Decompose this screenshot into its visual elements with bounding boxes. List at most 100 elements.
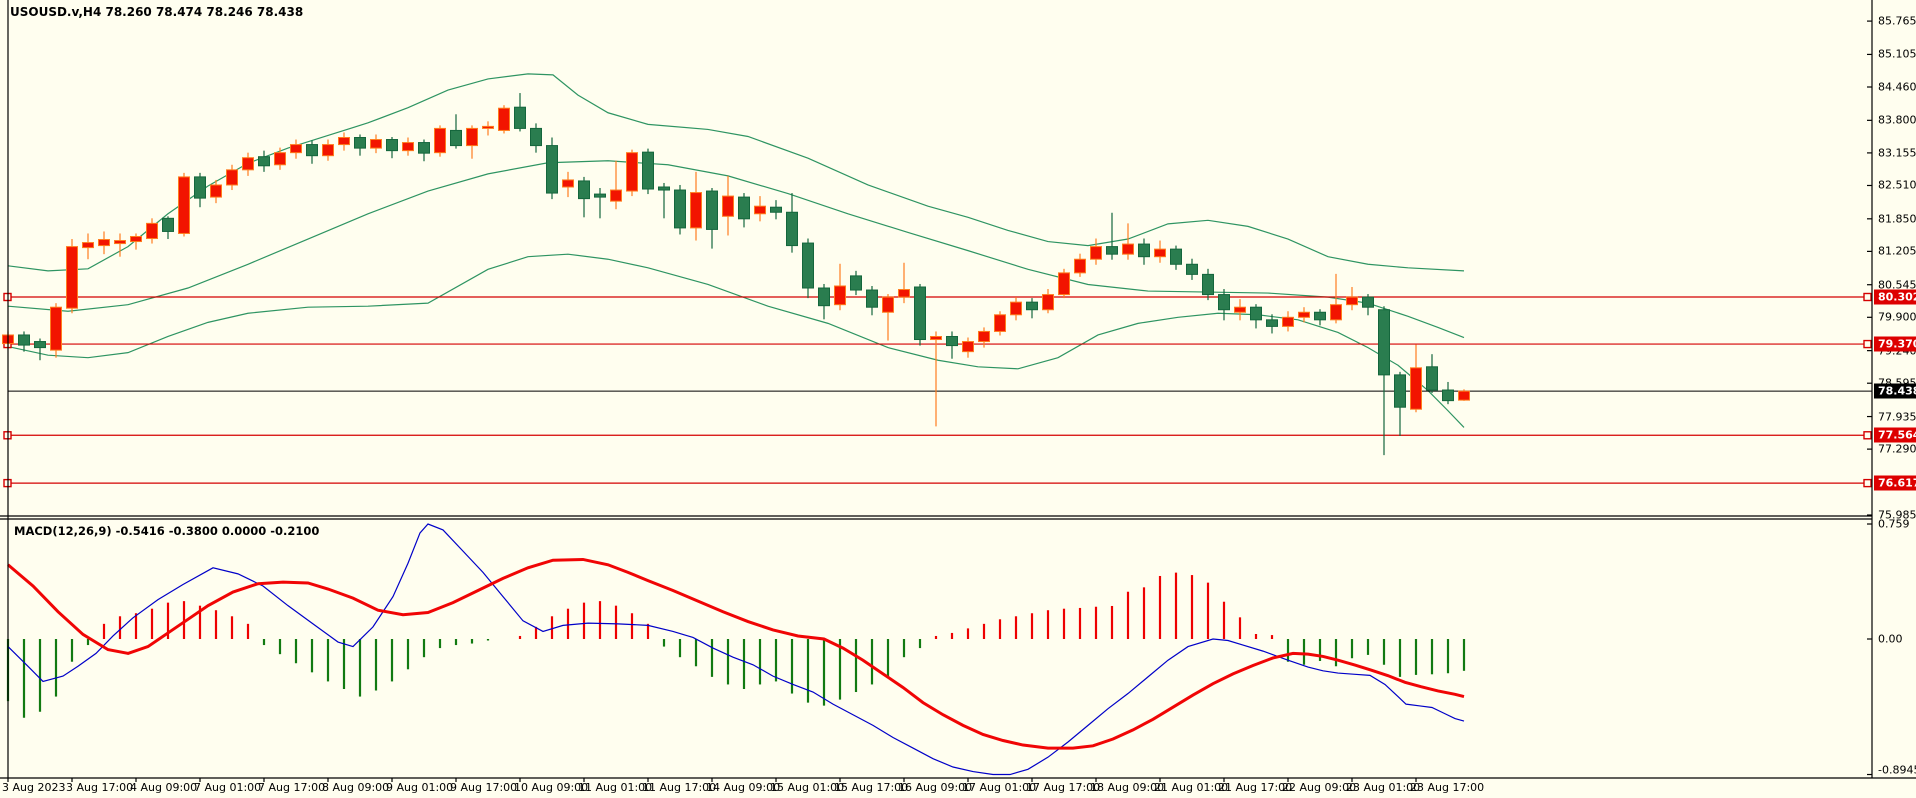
level-right-marker[interactable] — [1863, 292, 1872, 302]
time-label: 23 Aug 01:00 — [1346, 781, 1421, 794]
bear-candle-body — [450, 129, 462, 147]
time-label: 11 Aug 01:00 — [578, 781, 653, 794]
time-label: 11 Aug 17:00 — [642, 781, 717, 794]
level-right-marker[interactable] — [1863, 339, 1872, 349]
macd-signal-line — [7, 557, 1465, 750]
bull-candle-body — [962, 341, 974, 353]
time-label: 16 Aug 09:00 — [898, 781, 973, 794]
bear-candle-body — [530, 127, 542, 147]
time-label: 23 Aug 17:00 — [1410, 781, 1485, 794]
time-label: 7 Aug 17:00 — [258, 781, 326, 794]
bear-candle-body — [1186, 263, 1198, 275]
bear-candle-body — [770, 206, 782, 213]
bull-candle-body — [1074, 258, 1086, 274]
time-label: 22 Aug 09:00 — [1282, 781, 1357, 794]
bull-candle-body — [562, 179, 574, 188]
time-label: 3 Aug 17:00 — [66, 781, 134, 794]
bull-candle-body — [274, 152, 286, 166]
bull-candle-body — [626, 152, 638, 192]
macd-scale-label: 0.00 — [1878, 632, 1903, 646]
bull-candle-body — [1346, 296, 1358, 306]
price-tick-label: 85.765 — [1878, 14, 1916, 28]
price-tick-label: 77.290 — [1878, 442, 1916, 456]
time-label: 3 Aug 2023 — [2, 781, 66, 794]
bear-candle-body — [658, 186, 670, 191]
time-label: 8 Aug 09:00 — [322, 781, 390, 794]
price-tick-label: 75.985 — [1878, 508, 1916, 522]
bear-candle-body — [946, 335, 958, 347]
macd-line — [7, 523, 1465, 776]
bull-candle-body — [1330, 304, 1342, 321]
bear-candle-body — [1266, 319, 1278, 327]
bull-candle-body — [466, 127, 478, 147]
bear-candle-body — [1026, 301, 1038, 311]
bull-candle-body — [834, 285, 846, 306]
bollinger-middle-band — [7, 160, 1465, 339]
bear-candle-body — [514, 106, 526, 129]
bull-candle-body — [1282, 316, 1294, 327]
price-tick-label: 81.205 — [1878, 244, 1916, 258]
bear-candle-body — [802, 242, 814, 289]
bull-candle-body — [1010, 301, 1022, 316]
bear-candle-body — [546, 145, 558, 194]
bull-candle-body — [1154, 248, 1166, 258]
price-tick-label: 82.510 — [1878, 178, 1916, 192]
bull-candle-body — [498, 107, 510, 131]
bear-candle-body — [818, 287, 830, 307]
bull-candle-body — [130, 235, 142, 243]
bull-candle-body — [370, 139, 382, 149]
macd-indicator-label: MACD(12,26,9) -0.5416 -0.3800 0.0000 -0.… — [14, 524, 320, 538]
bull-candle-body — [898, 289, 910, 298]
bear-candle-body — [1202, 273, 1214, 296]
price-tick-label: 79.900 — [1878, 310, 1916, 324]
price-level-badge: 79.370 — [1874, 336, 1916, 352]
current-price-badge: 78.438 — [1874, 383, 1916, 399]
bear-candle-body — [1394, 374, 1406, 408]
time-label: 9 Aug 01:00 — [386, 781, 454, 794]
bear-candle-body — [1378, 309, 1390, 376]
bull-candle-body — [146, 222, 158, 240]
bull-candle-body — [66, 246, 78, 309]
bull-candle-body — [98, 239, 110, 247]
bear-candle-body — [1442, 389, 1454, 402]
bull-candle-body — [610, 189, 622, 202]
bull-candle-body — [178, 176, 190, 234]
price-tick-label: 83.800 — [1878, 113, 1916, 127]
macd-scale-label: 0.759 — [1878, 517, 1910, 531]
price-level-badge: 76.617 — [1874, 475, 1916, 491]
symbol-ohlc-title: USOUSD.v,H4 78.260 78.474 78.246 78.438 — [10, 5, 304, 19]
bull-candle-body — [1042, 294, 1054, 311]
bull-candle-body — [1058, 272, 1070, 296]
bear-candle-body — [1426, 366, 1438, 391]
time-label: 15 Aug 01:00 — [770, 781, 845, 794]
time-label: 4 Aug 09:00 — [130, 781, 198, 794]
bear-candle-body — [386, 139, 398, 152]
bear-candle-body — [418, 142, 430, 154]
bear-candle-body — [578, 180, 590, 200]
bull-candle-body — [114, 240, 126, 245]
bear-candle-body — [786, 211, 798, 247]
time-label: 14 Aug 09:00 — [706, 781, 781, 794]
level-right-marker[interactable] — [1863, 431, 1872, 440]
bull-candle-body — [402, 142, 414, 152]
bear-candle-body — [354, 137, 366, 149]
bull-candle-body — [930, 335, 942, 341]
bear-candle-body — [162, 217, 174, 232]
macd-scale-label: -0.8945 — [1878, 763, 1916, 777]
price-tick-label: 85.105 — [1878, 47, 1916, 61]
bull-candle-body — [290, 144, 302, 154]
bull-candle-body — [1234, 306, 1246, 313]
bear-candle-body — [1218, 294, 1230, 311]
bear-candle-body — [1362, 296, 1374, 308]
price-level-badge: 80.302 — [1874, 289, 1916, 305]
bear-candle-body — [306, 144, 318, 157]
bear-candle-body — [1250, 306, 1262, 321]
bull-candle-body — [978, 330, 990, 343]
level-right-marker[interactable] — [1863, 478, 1872, 488]
horizontal-level-lines[interactable] — [3, 292, 1872, 488]
bull-candle-body — [722, 195, 734, 217]
time-label: 7 Aug 01:00 — [194, 781, 262, 794]
bear-candle-body — [258, 156, 270, 167]
price-tick-label: 77.935 — [1878, 410, 1916, 424]
